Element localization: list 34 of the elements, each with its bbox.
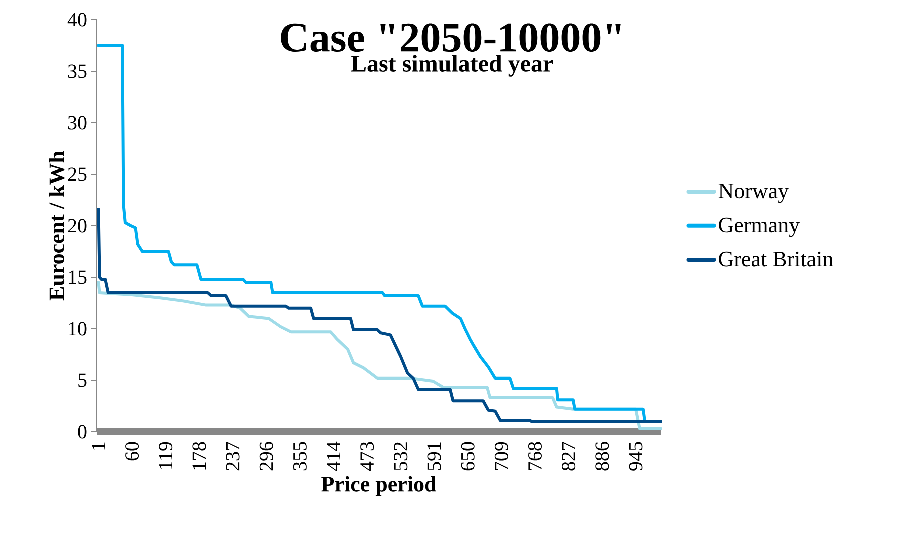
x-tick-label: 414 — [327, 442, 340, 472]
x-tick-label: 1 — [92, 442, 106, 450]
x-tick-label: 237 — [226, 442, 240, 471]
legend-label: Germany — [719, 218, 800, 238]
y-tick-label: 10 — [69, 322, 87, 336]
x-tick-label: 178 — [192, 442, 206, 470]
x-tick-label: 119 — [159, 442, 173, 470]
x-axis-title: Price period — [322, 476, 437, 496]
x-tick-label: 296 — [260, 442, 274, 471]
x-tick-label: 945 — [629, 442, 643, 471]
x-tick-label: 827 — [562, 442, 576, 471]
x-tick-label: 886 — [596, 442, 610, 471]
y-tick-label: 35 — [68, 64, 87, 78]
x-tick-label: 355 — [293, 442, 307, 471]
y-tick-label: 30 — [68, 116, 87, 130]
y-tick-label: 0 — [78, 425, 87, 439]
legend-label: Great Britain — [719, 252, 834, 267]
legend-label: Norway — [718, 184, 790, 204]
x-tick-label: 60 — [126, 442, 140, 461]
y-tick-label: 40 — [68, 13, 87, 27]
chart-title: Case "2050-10000" — [281, 24, 621, 52]
text: Last simulated year — [351, 55, 554, 77]
y-axis-title: Eurocent / kWh — [49, 151, 65, 301]
x-tick-label: 709 — [494, 442, 508, 470]
x-tick-label: 532 — [394, 442, 408, 470]
y-tick-label: 25 — [68, 168, 87, 182]
x-tick-label: 650 — [461, 442, 475, 471]
y-tick-label: 15 — [69, 270, 87, 284]
line-series — [97, 208, 663, 424]
x-tick-label: 768 — [528, 442, 542, 470]
x-tick-label: 473 — [360, 442, 374, 472]
y-tick-label: 20 — [68, 219, 87, 233]
x-tick-label: 591 — [428, 442, 442, 470]
y-tick-label: 5 — [78, 374, 87, 388]
